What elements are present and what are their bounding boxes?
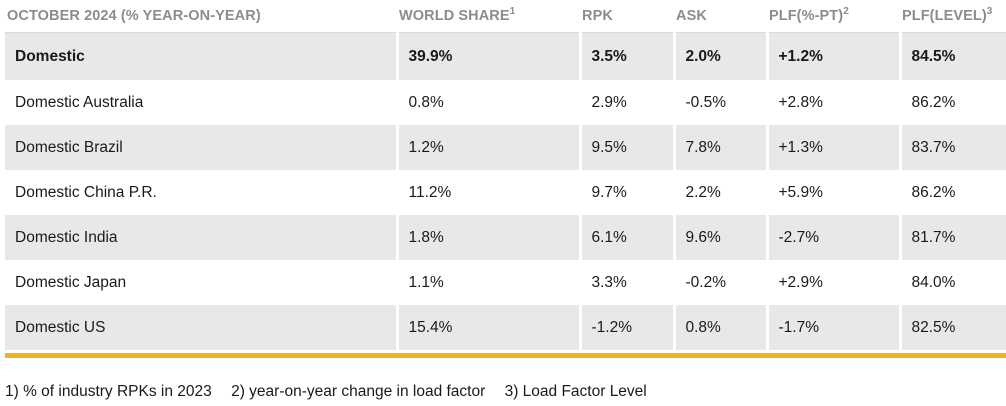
cell-plf-level: 84.5% [898,32,1006,80]
cell-plf-level: 84.0% [898,260,1006,305]
cell-market: Domestic China P.R. [15,183,157,201]
table-bottom-rule [5,353,1006,358]
table-body: Domestic 39.9% 3.5% 2.0% +1.2% 84.5% Dom… [5,32,1006,350]
footnotes: 1) % of industry RPKs in 2023 2) year-on… [5,383,662,401]
cell-plf-level: 86.2% [898,80,1006,125]
header-ask: ASK [674,0,767,33]
traffic-table: OCTOBER 2024 (% YEAR-ON-YEAR) WORLD SHAR… [5,0,1006,350]
cell-ask: 0.8% [672,305,767,350]
header-rpk: RPK [580,0,674,33]
cell-market: Domestic US [5,305,397,350]
header-row: OCTOBER 2024 (% YEAR-ON-YEAR) WORLD SHAR… [5,0,1006,33]
table-header: OCTOBER 2024 (% YEAR-ON-YEAR) WORLD SHAR… [5,0,1006,33]
cell-world-share: 1.1% [395,260,580,305]
cell-plf-level: 81.7% [898,215,1006,260]
footnote-marker-1: 1 [509,6,516,17]
cell-plf-pt: +1.3% [765,125,900,170]
footnote-marker-3: 3 [986,6,993,17]
table-row: Domestic Brazil 1.2% 9.5% 7.8% +1.3% 83.… [5,125,1006,170]
header-world-share: WORLD SHARE1 [397,0,580,33]
cell-rpk: -1.2% [578,305,674,350]
cell-plf-pt: +2.8% [765,80,900,125]
cell-world-share: 15.4% [395,305,580,350]
footnote-2: 2) year-on-year change in load factor [231,383,486,400]
cell-rpk: 9.5% [578,125,674,170]
header-plf-pt: PLF(%-PT)2 [767,0,900,33]
cell-market: Domestic Japan [15,273,127,291]
footnote-marker-2: 2 [843,6,849,17]
header-plf-level: PLF(LEVEL)3 [900,0,1006,33]
cell-plf-level: 82.5% [898,305,1006,350]
header-period: OCTOBER 2024 (% YEAR-ON-YEAR) [5,0,397,33]
traffic-table-container: OCTOBER 2024 (% YEAR-ON-YEAR) WORLD SHAR… [5,0,1006,350]
cell-plf-pt: +2.9% [765,260,900,305]
cell-world-share: 11.2% [395,170,580,215]
cell-market: Domestic India [5,215,397,260]
footnote-1: 1) % of industry RPKs in 2023 [5,383,212,400]
table-row: Domestic China P.R. 11.2% 9.7% 2.2% +5.9… [5,170,1006,215]
cell-world-share: 0.8% [395,80,580,125]
cell-ask: -0.5% [672,80,767,125]
cell-plf-level: 83.7% [898,125,1006,170]
cell-plf-pt: +5.9% [765,170,900,215]
cell-plf-pt: +1.2% [765,32,900,80]
cell-market: Domestic Brazil [5,125,397,170]
cell-rpk: 9.7% [578,170,674,215]
cell-rpk: 3.5% [578,32,674,80]
footnote-3: 3) Load Factor Level [504,383,647,400]
cell-ask: -0.2% [672,260,767,305]
cell-ask: 7.8% [672,125,767,170]
cell-plf-level: 86.2% [898,170,1006,215]
cell-rpk: 2.9% [578,80,674,125]
table-row: Domestic 39.9% 3.5% 2.0% +1.2% 84.5% [5,32,1006,80]
table-row: Domestic India 1.8% 6.1% 9.6% -2.7% 81.7… [5,215,1006,260]
cell-world-share: 39.9% [395,32,580,80]
cell-world-share: 1.8% [395,215,580,260]
table-row: Domestic US 15.4% -1.2% 0.8% -1.7% 82.5% [5,305,1006,350]
table-row: Domestic Japan 1.1% 3.3% -0.2% +2.9% 84.… [5,260,1006,305]
table-row: Domestic Australia 0.8% 2.9% -0.5% +2.8%… [5,80,1006,125]
cell-plf-pt: -2.7% [765,215,900,260]
cell-ask: 2.2% [672,170,767,215]
cell-market: Domestic Australia [15,93,144,111]
cell-plf-pt: -1.7% [765,305,900,350]
cell-rpk: 3.3% [578,260,674,305]
cell-ask: 9.6% [672,215,767,260]
cell-ask: 2.0% [672,32,767,80]
cell-market: Domestic [5,32,397,80]
cell-world-share: 1.2% [395,125,580,170]
cell-rpk: 6.1% [578,215,674,260]
